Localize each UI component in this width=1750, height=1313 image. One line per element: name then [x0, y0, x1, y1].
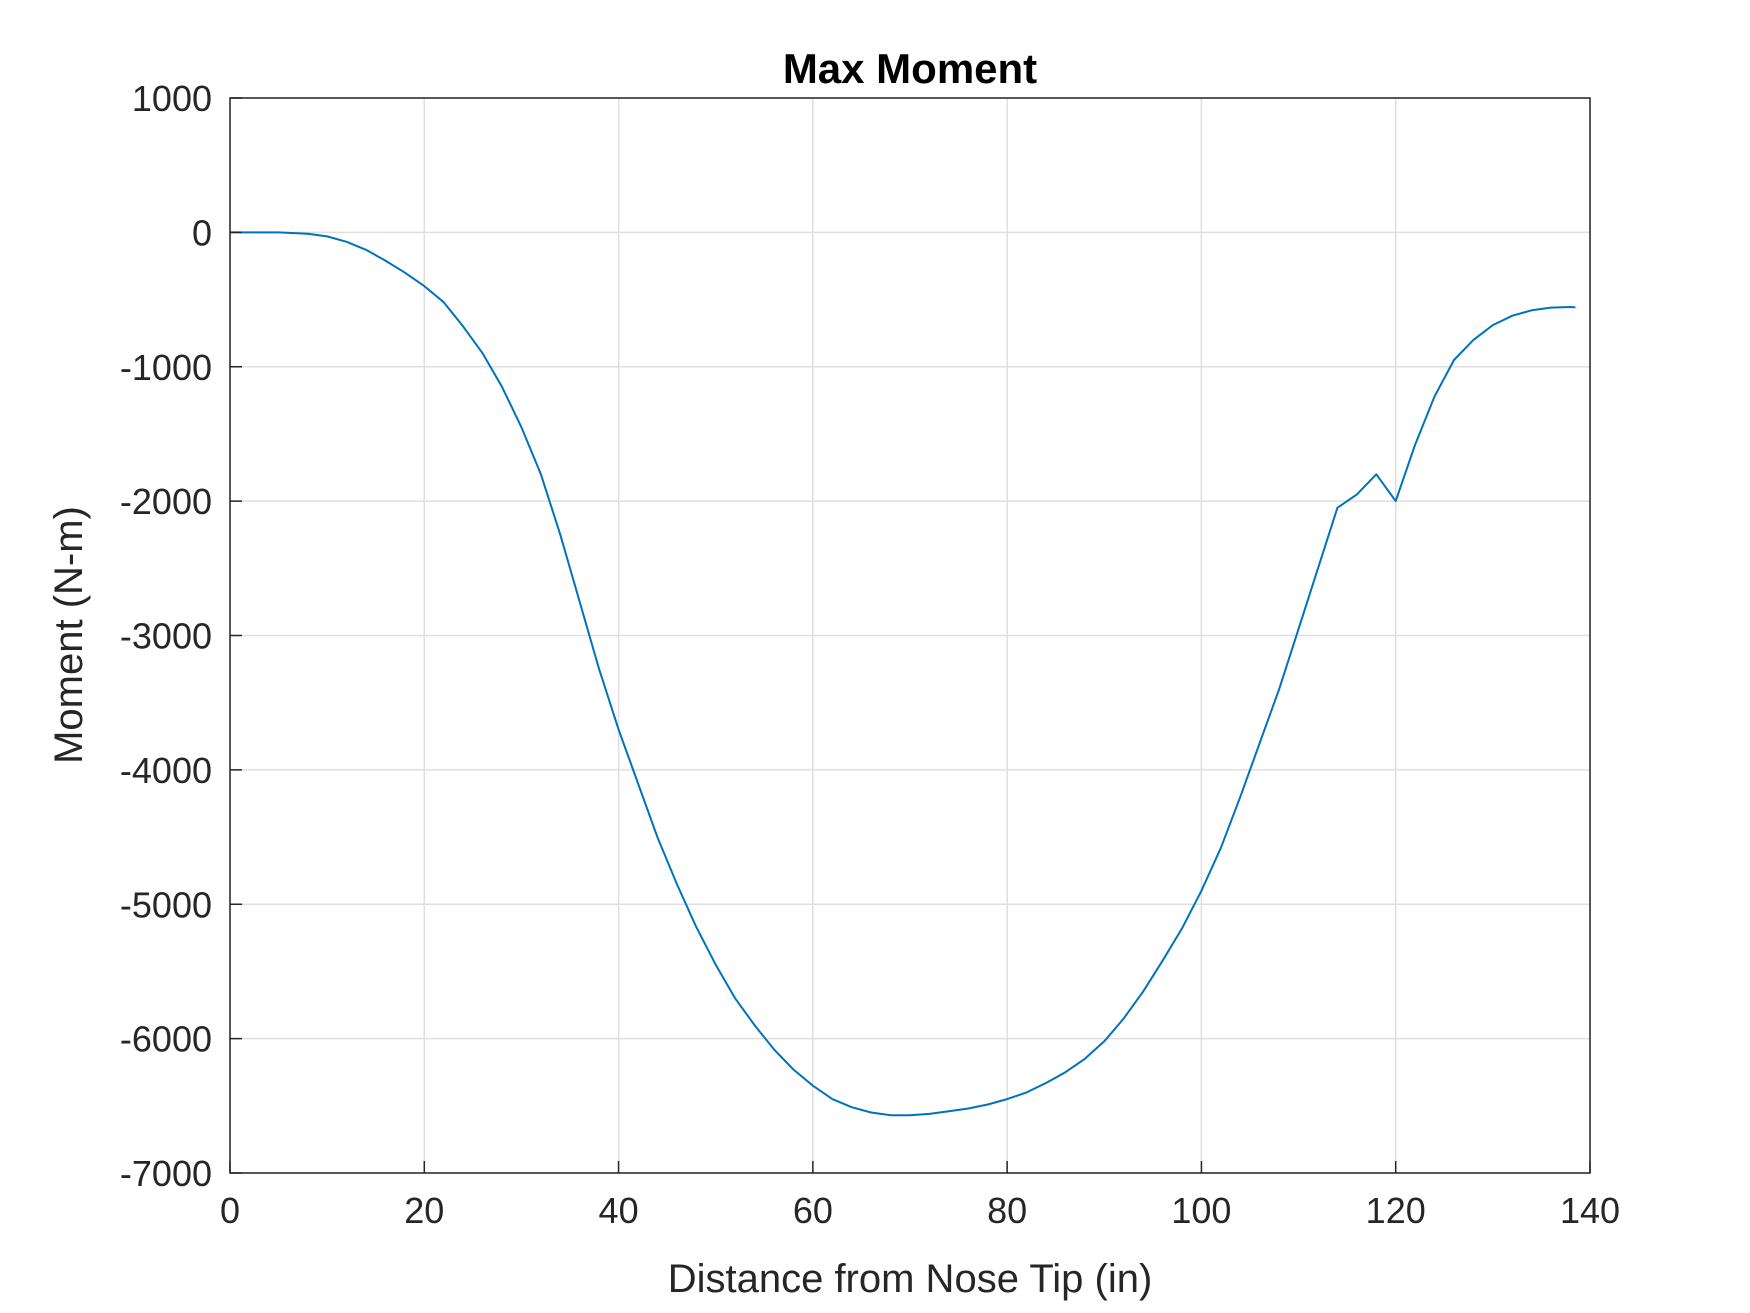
series — [230, 231, 1576, 1117]
y-tick-labels: 1000 0 -1000 -2000 -3000 -4000 -5000 -6000 -7000 — [120, 78, 212, 1194]
x-tick-label: 60 — [793, 1190, 833, 1231]
series-line — [230, 231, 1576, 1117]
y-tick-label: -7000 — [120, 1153, 212, 1194]
x-axis-label: Distance from Nose Tip (in) — [668, 1257, 1153, 1301]
axes — [229, 97, 1591, 1174]
y-tick-label: -1000 — [120, 347, 212, 388]
x-tick-label: 40 — [599, 1190, 639, 1231]
x-tick-label: 140 — [1560, 1190, 1620, 1231]
y-tick-label: -2000 — [120, 481, 212, 522]
y-tick-label: 1000 — [132, 78, 212, 119]
x-tick-label: 100 — [1171, 1190, 1231, 1231]
y-tick-label: -5000 — [120, 884, 212, 925]
x-tick-label: 120 — [1366, 1190, 1426, 1231]
x-tick-label: 80 — [987, 1190, 1027, 1231]
y-tick-label: 0 — [192, 212, 212, 253]
x-tick-label: 0 — [220, 1190, 240, 1231]
x-tick-label: 20 — [404, 1190, 444, 1231]
y-tick-label: -4000 — [120, 750, 212, 791]
chart-title: Max Moment — [783, 45, 1037, 92]
x-tick-labels: 0 20 40 60 80 100 120 140 — [220, 1190, 1620, 1231]
y-tick-label: -3000 — [120, 616, 212, 657]
y-axis-label: Moment (N-m) — [47, 506, 91, 764]
y-tick-label: -6000 — [120, 1019, 212, 1060]
